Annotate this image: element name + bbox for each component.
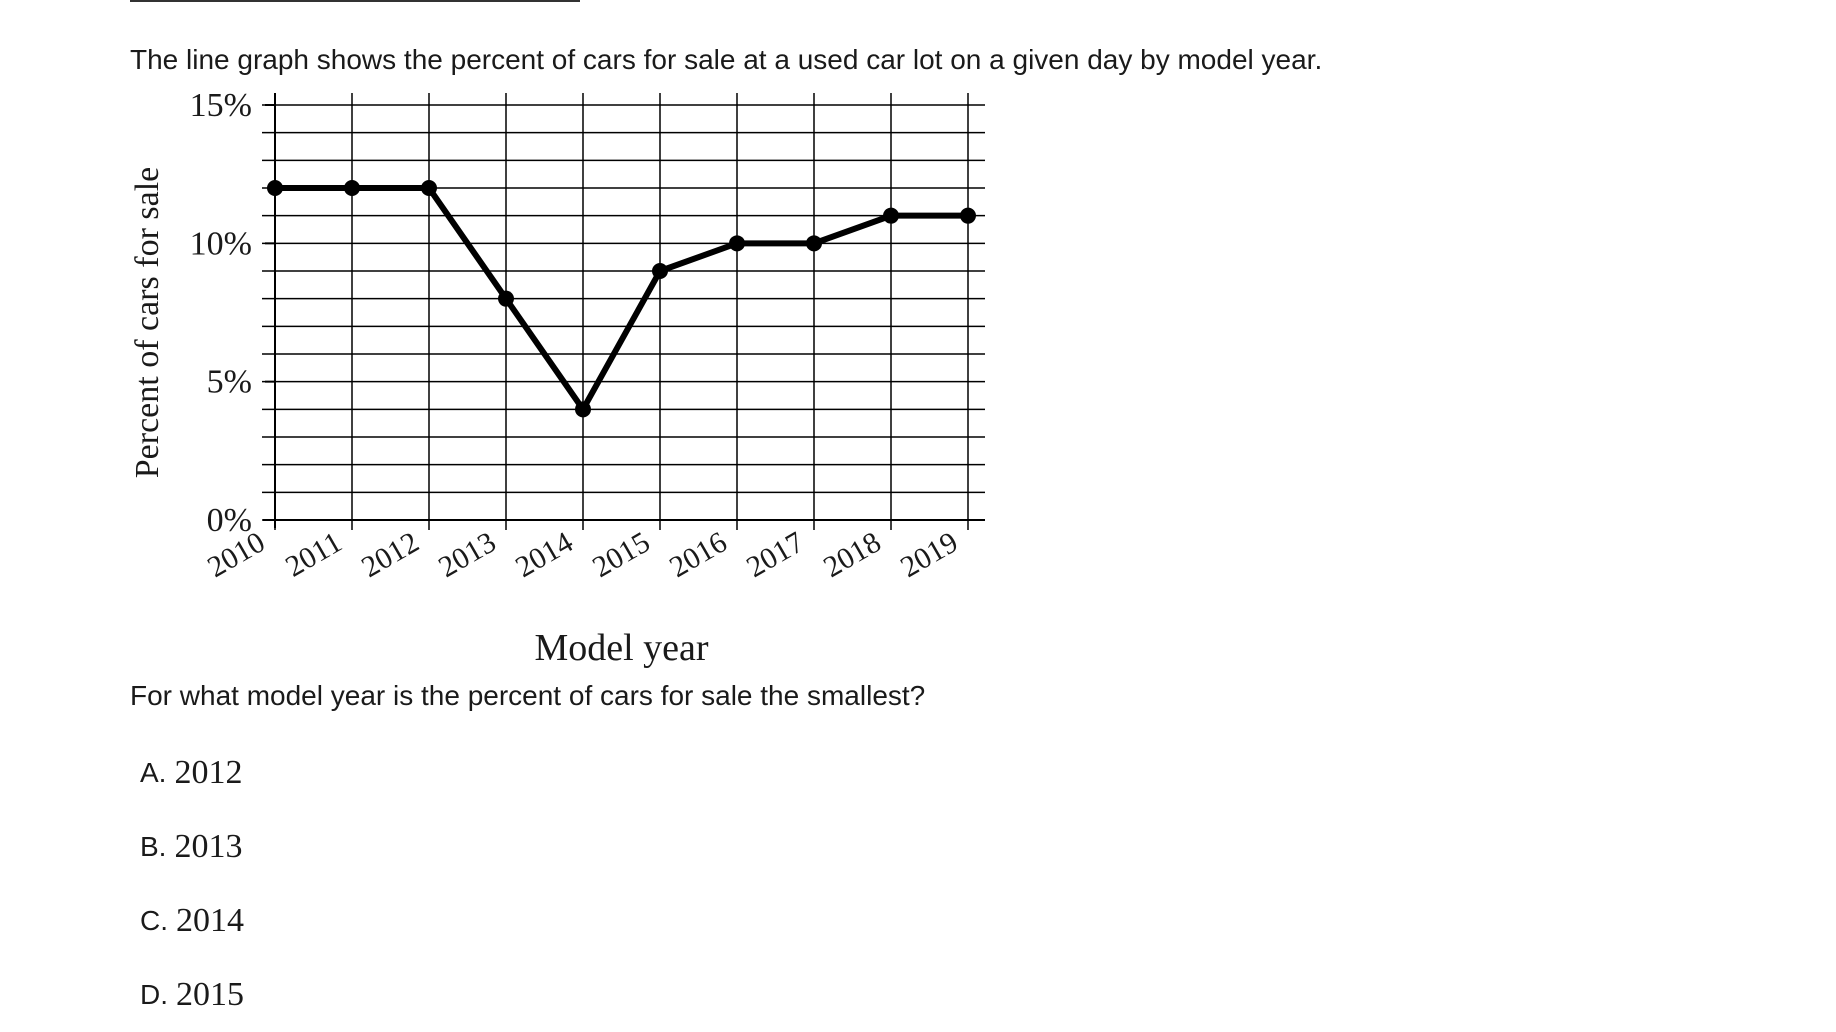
x-tick-label: 2015 xyxy=(587,525,655,584)
data-point xyxy=(267,180,283,196)
data-point xyxy=(806,235,822,252)
series-line xyxy=(272,185,971,415)
choice-text: 2013 xyxy=(174,828,243,865)
x-tick-label: 2012 xyxy=(356,525,424,584)
intro-text: The line graph shows the percent of cars… xyxy=(130,44,1323,75)
choice-c[interactable]: C. 2014 xyxy=(140,884,244,958)
x-tick-label: 2013 xyxy=(433,525,501,584)
choice-a[interactable]: A. 2012 xyxy=(140,736,244,810)
y-tick-label: 15% xyxy=(190,87,252,124)
x-tick-label: 2014 xyxy=(510,525,578,584)
data-point xyxy=(883,207,899,224)
choice-text: 2012 xyxy=(174,754,243,791)
top-divider xyxy=(130,0,580,2)
data-point xyxy=(344,180,360,196)
data-point xyxy=(498,290,514,307)
choice-letter: B. xyxy=(140,831,167,862)
choice-letter: D. xyxy=(140,979,168,1010)
x-axis-title: Model year xyxy=(534,627,708,669)
choice-text: 2015 xyxy=(176,976,244,1013)
x-tick-label: 2011 xyxy=(280,525,348,583)
data-point xyxy=(652,263,668,279)
data-point xyxy=(421,180,437,196)
y-tick-label: 5% xyxy=(207,364,252,401)
y-tick-label: 10% xyxy=(190,225,252,262)
x-tick-label: 2019 xyxy=(895,525,963,584)
choice-letter: C. xyxy=(140,905,168,936)
answer-choices: A. 2012 B. 2013 C. 2014 D. 2015 xyxy=(140,736,244,1032)
x-tick-label: 2016 xyxy=(664,525,732,584)
x-tick-label: 2018 xyxy=(818,525,886,584)
choice-text: 2014 xyxy=(176,902,244,939)
line-chart: 0% 5% 10% 15% 2010 2011 2012 2013 2014 2015 2016 20… xyxy=(0,80,1836,680)
line-chart-svg: 0%5%10%15%2010 2011 2012 2013 2014 2015 2016 20… xyxy=(129,87,985,669)
y-axis-title: Percent of cars for sale xyxy=(129,167,166,479)
data-point xyxy=(575,401,591,418)
question-text: For what model year is the percent of ca… xyxy=(130,680,926,711)
y-tick-label: 0% xyxy=(207,502,252,539)
choice-b[interactable]: B. 2013 xyxy=(140,810,244,884)
choice-letter: A. xyxy=(140,757,167,788)
x-tick-label: 2017 xyxy=(741,525,809,584)
data-point xyxy=(729,235,745,252)
choice-d[interactable]: D. 2015 xyxy=(140,958,244,1032)
data-point xyxy=(960,207,976,224)
